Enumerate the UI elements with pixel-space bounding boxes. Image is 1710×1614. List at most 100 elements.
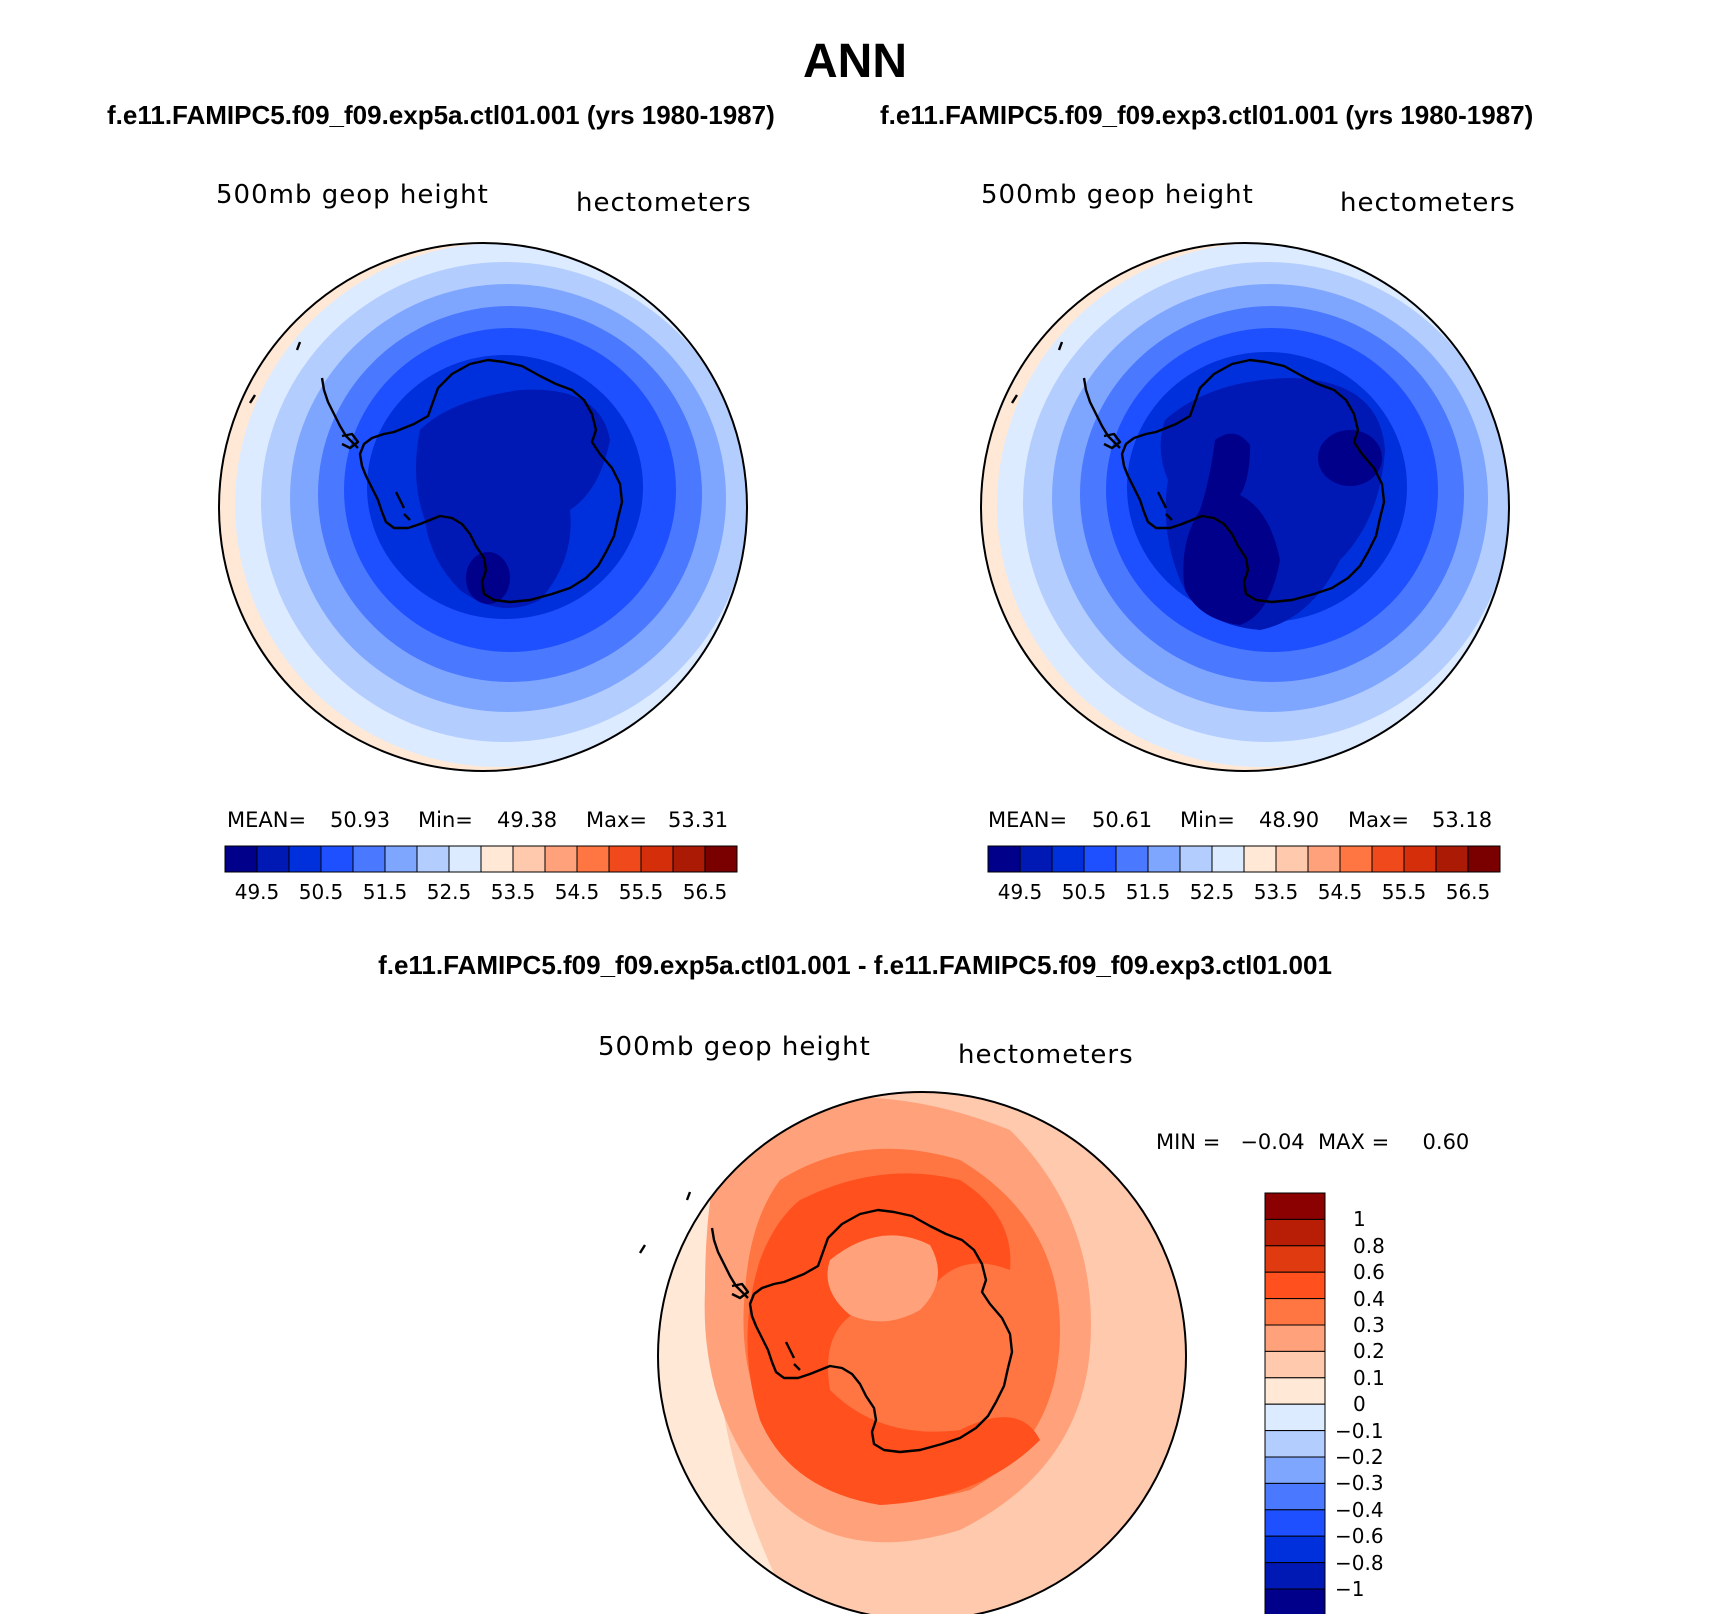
panel2-colorbar-swatch: [1403, 845, 1437, 873]
panel2-colorbar-tick-label: 52.5: [1189, 880, 1235, 904]
panel1-colorbar-swatch: [576, 845, 610, 873]
diff-colorbar-tick-label: −1: [1335, 1577, 1365, 1601]
panel1-mean-value: 50.93: [330, 808, 391, 832]
diff-colorbar-swatch: [1264, 1271, 1326, 1300]
panel2-map: [981, 243, 1509, 771]
panel1-colorbar-swatch: [224, 845, 258, 873]
diff-colorbar-swatch: [1264, 1535, 1326, 1564]
diff-colorbar-tick-label: 0.3: [1353, 1313, 1385, 1337]
panel2-units-label: hectometers: [1340, 188, 1516, 218]
panel2-min-label: Min=: [1180, 808, 1235, 832]
diff-colorbar-swatch: [1264, 1456, 1326, 1484]
panel2-max-value: 53.18: [1432, 808, 1493, 832]
diff-colorbar-tick-label: 0: [1353, 1392, 1366, 1417]
panel2-min-value: 48.90: [1259, 808, 1320, 832]
panel2-colorbar-swatch: [987, 845, 1021, 873]
panel1-min-label: Min=: [418, 808, 473, 832]
diff-colorbar-tick-label: −0.8: [1335, 1550, 1384, 1575]
panel2-colorbar-swatch: [1467, 845, 1501, 873]
panel2-colorbar-tick-label: 49.5: [997, 880, 1043, 904]
page-title: ANN: [803, 35, 907, 88]
panel1-colorbar-swatch: [256, 845, 290, 873]
panel2-colorbar-tick-label: 56.5: [1445, 880, 1491, 904]
panel2-colorbar-tick-label: 53.5: [1253, 880, 1299, 904]
panel2-colorbar-swatch: [1371, 845, 1405, 873]
diff-map: [658, 1092, 1186, 1614]
panel1-min-value: 49.38: [497, 808, 558, 832]
panel1-colorbar-tick-label: 49.5: [234, 880, 280, 904]
panel1-colorbar: [224, 845, 738, 873]
panel2-colorbar-swatch: [1307, 845, 1341, 873]
diff-minmax: MIN = −0.04 MAX = 0.60: [1156, 1130, 1470, 1154]
panel2-variable-label: 500mb geop height: [981, 180, 1254, 210]
diff-colorbar-swatch: [1264, 1377, 1326, 1405]
panel1-colorbar-tick-label: 51.5: [362, 880, 408, 904]
diff-colorbar-tick-label: −0.1: [1335, 1418, 1384, 1443]
diff-units-label: hectometers: [958, 1040, 1134, 1070]
panel2-colorbar-swatch: [1435, 845, 1469, 873]
diff-colorbar-swatch: [1264, 1350, 1326, 1379]
panel2-colorbar-tick-label: 55.5: [1381, 880, 1427, 904]
diff-map-border: [657, 1091, 1187, 1614]
diff-colorbar-tick-label: 0.6: [1353, 1260, 1385, 1285]
panel2-colorbar-swatch: [1019, 845, 1053, 873]
panel1-colorbar-tick-label: 55.5: [618, 880, 664, 904]
panel2-mean-label: MEAN=: [988, 808, 1068, 832]
panel1-colorbar-swatch: [352, 845, 386, 873]
panel2-map-border: [980, 242, 1510, 772]
diff-colorbar-swatch: [1264, 1245, 1326, 1273]
diff-colorbar-swatch: [1264, 1482, 1326, 1511]
panel1-map: [219, 243, 747, 771]
panel2-colorbar-tick-label: 51.5: [1125, 880, 1171, 904]
panel2-colorbar: [987, 845, 1501, 873]
diff-colorbar-swatch: [1264, 1430, 1326, 1458]
panel1-case-title: f.e11.FAMIPC5.f09_f09.exp5a.ctl01.001 (y…: [107, 100, 775, 130]
diff-colorbar-swatch: [1264, 1509, 1326, 1537]
panel2-colorbar-tick-label: 54.5: [1317, 880, 1363, 904]
diff-colorbar-tick-label: 0.2: [1353, 1339, 1385, 1364]
diff-colorbar-swatch: [1264, 1588, 1326, 1614]
panel1-colorbar-swatch: [544, 845, 578, 873]
panel2-colorbar-swatch: [1179, 845, 1213, 873]
diff-title: f.e11.FAMIPC5.f09_f09.exp5a.ctl01.001 - …: [378, 950, 1332, 980]
panel1-colorbar-tick-label: 50.5: [298, 880, 344, 904]
panel1-colorbar-swatch: [288, 845, 322, 873]
panel1-variable-label: 500mb geop height: [216, 180, 489, 210]
diff-colorbar-swatch: [1264, 1403, 1326, 1432]
panel1-colorbar-tick-label: 54.5: [554, 880, 600, 904]
panel2-colorbar-swatch: [1051, 845, 1085, 873]
diff-colorbar-tick-label: 0.8: [1353, 1233, 1385, 1258]
panel1-colorbar-tick-label: 52.5: [426, 880, 472, 904]
diff-variable-label: 500mb geop height: [598, 1032, 871, 1062]
panel2-case-title: f.e11.FAMIPC5.f09_f09.exp3.ctl01.001 (yr…: [880, 100, 1534, 130]
diff-colorbar-swatch: [1264, 1562, 1326, 1590]
panel2-colorbar-swatch: [1147, 845, 1181, 873]
diff-colorbar-tick-label: −0.6: [1335, 1524, 1384, 1549]
panel1-colorbar-swatch: [704, 845, 738, 873]
panel2-mean-value: 50.61: [1092, 808, 1153, 832]
panel2-colorbar-tick-label: 50.5: [1061, 880, 1107, 904]
panel1-colorbar-swatch: [512, 845, 546, 873]
diff-colorbar-tick-label: −0.3: [1335, 1471, 1384, 1496]
panel1-map-border: [218, 242, 748, 772]
diff-colorbar-tick-label: −0.4: [1335, 1497, 1384, 1522]
diff-colorbar-swatch: [1264, 1192, 1326, 1220]
diff-colorbar-swatch: [1264, 1324, 1326, 1352]
panel1-colorbar-tick-label: 56.5: [682, 880, 728, 904]
diff-colorbar-tick-label: −0.2: [1335, 1445, 1384, 1469]
panel1-colorbar-swatch: [608, 845, 642, 873]
panel2-colorbar-swatch: [1083, 845, 1117, 873]
diff-colorbar: [1264, 1192, 1326, 1614]
panel1-units-label: hectometers: [576, 188, 752, 218]
panel1-colorbar-swatch: [480, 845, 514, 873]
panel1-colorbar-swatch: [320, 845, 354, 873]
panel1-colorbar-swatch: [672, 845, 706, 873]
diff-colorbar-swatch: [1264, 1218, 1326, 1247]
panel2-colorbar-swatch: [1243, 845, 1277, 873]
panel1-colorbar-swatch: [448, 845, 482, 873]
diff-colorbar-swatch: [1264, 1298, 1326, 1326]
panel1-colorbar-swatch: [384, 845, 418, 873]
diff-colorbar-tick-label: 1: [1353, 1207, 1366, 1232]
panel1-colorbar-swatch: [640, 845, 674, 873]
